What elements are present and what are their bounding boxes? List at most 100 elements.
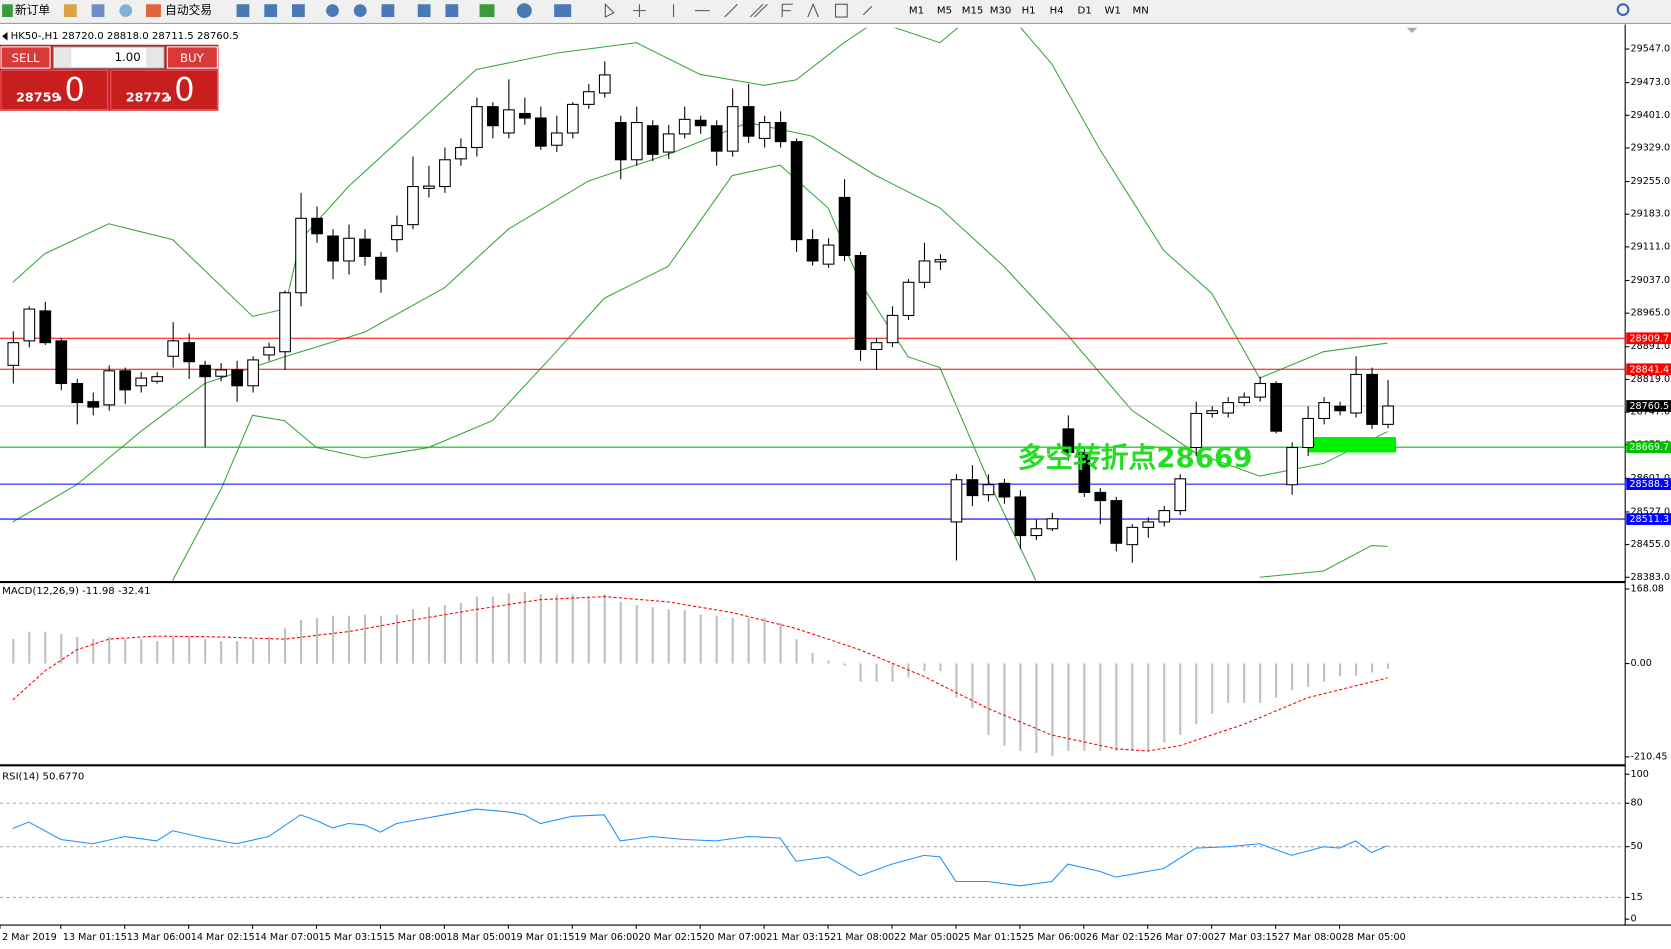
level-tag — [1626, 513, 1671, 525]
level-tag — [1626, 400, 1671, 412]
icon[interactable] — [417, 4, 431, 18]
y-tick-label: 0 — [1631, 914, 1637, 925]
timeframe[interactable]: M5 — [937, 6, 952, 17]
candle-body — [39, 310, 52, 344]
candle-body — [71, 382, 84, 404]
icon[interactable] — [91, 4, 105, 18]
lots-input[interactable] — [52, 46, 165, 69]
candle-body — [982, 484, 995, 496]
candle-body — [678, 118, 691, 135]
arrow-tool[interactable] — [862, 6, 873, 16]
y-tick-label: 29473.0 — [1631, 77, 1671, 88]
header-arrow — [2, 31, 8, 41]
label-tool[interactable] — [834, 3, 848, 18]
annotation: 多空转折点28669 — [1018, 441, 1253, 474]
timeframe[interactable]: M1 — [909, 6, 924, 17]
crosshair-tool[interactable] — [633, 4, 646, 18]
candle-body — [471, 106, 483, 149]
candle-body — [1014, 496, 1027, 537]
sell-button[interactable] — [0, 46, 51, 69]
y-tick-label: 28819.0 — [1631, 374, 1671, 385]
y-tick-label: 29329.0 — [1631, 142, 1671, 153]
x-tick-label: 20 Mar 02:15 — [638, 932, 702, 943]
band-upper — [12, 27, 1388, 379]
fibo-tool[interactable] — [781, 3, 793, 18]
icon[interactable] — [291, 4, 305, 18]
candle-body — [630, 122, 643, 161]
timeframe[interactable]: MN — [1133, 6, 1149, 17]
candle-body — [918, 260, 931, 283]
candle-body — [423, 185, 435, 189]
timeframe[interactable]: D1 — [1078, 6, 1092, 17]
timeframe[interactable]: H4 — [1050, 6, 1064, 17]
icon[interactable] — [554, 4, 572, 18]
candle-body — [1126, 526, 1139, 546]
candle-body — [822, 244, 835, 265]
icon[interactable] — [63, 4, 77, 18]
buy-price-box[interactable] — [110, 69, 218, 111]
new-order[interactable]: 新订单 — [15, 3, 50, 17]
trade-panel: SELL 1.00 BUY 28759 .0 28772 .0 — [0, 44, 219, 111]
candle-body — [902, 281, 915, 316]
timeframe[interactable]: W1 — [1104, 6, 1120, 17]
timeframe[interactable]: H1 — [1022, 6, 1036, 17]
buy-price: 28772 — [126, 90, 170, 105]
level-tag — [1626, 332, 1671, 345]
level-tag-label: 28841.4 — [1629, 364, 1669, 375]
rsi-title: RSI(14) 50.6770 — [2, 771, 84, 782]
shift-marker — [1406, 27, 1418, 34]
candle-body — [838, 196, 851, 257]
icon[interactable] — [326, 4, 339, 18]
level-tag — [1626, 441, 1671, 454]
y-tick-label: 28527.0 — [1631, 506, 1671, 517]
lots-down[interactable] — [54, 47, 72, 68]
candle-body — [359, 238, 371, 257]
y-tick-label: 28891.0 — [1631, 341, 1671, 352]
search[interactable] — [1616, 3, 1630, 16]
icon[interactable] — [264, 4, 278, 18]
candle-body — [23, 308, 36, 342]
sell-label[interactable]: SELL — [12, 51, 40, 65]
rsi-line — [12, 808, 1388, 887]
candle-body — [1334, 405, 1346, 412]
channel-tool[interactable] — [749, 3, 768, 18]
candle-body — [1366, 373, 1378, 425]
text-tool[interactable] — [807, 2, 819, 18]
new-order-icon[interactable] — [2, 4, 13, 18]
y-tick-label: -210.45 — [1631, 751, 1668, 762]
candle-body — [1382, 405, 1394, 425]
candle-body — [311, 217, 323, 235]
icon[interactable] — [119, 4, 133, 18]
candle-body — [758, 122, 771, 139]
candle-body — [199, 364, 212, 378]
sell-price-box[interactable] — [0, 69, 109, 111]
x-tick-label: 21 Mar 03:15 — [766, 932, 830, 943]
y-tick-label: 29037.0 — [1631, 275, 1671, 286]
icon[interactable] — [479, 4, 495, 18]
auto-trading[interactable]: 自动交易 — [165, 3, 212, 17]
timeframe[interactable]: M15 — [962, 6, 984, 17]
candle-body — [487, 106, 499, 127]
icon[interactable] — [353, 4, 367, 18]
y-tick-label: 29401.0 — [1631, 110, 1671, 121]
icon[interactable] — [236, 4, 250, 18]
candle-body — [1110, 500, 1123, 544]
lots-up[interactable] — [145, 47, 164, 68]
buy-label[interactable]: BUY — [180, 51, 205, 65]
icon[interactable] — [381, 4, 395, 18]
candle-body — [247, 359, 259, 387]
icon[interactable] — [445, 4, 459, 18]
candle-body — [167, 340, 180, 357]
candle-body — [135, 377, 148, 387]
candle-body — [263, 346, 275, 356]
lots[interactable]: 1.00 — [115, 50, 141, 64]
icon[interactable] — [516, 3, 532, 19]
candle-body — [1302, 417, 1314, 449]
timeframe[interactable]: M30 — [990, 6, 1012, 17]
trendline-tool[interactable] — [724, 3, 738, 18]
cursor-tool[interactable] — [604, 2, 615, 18]
y-tick-label: 28455.0 — [1631, 539, 1671, 550]
buy-button[interactable] — [166, 46, 218, 69]
auto-trading-icon[interactable] — [145, 4, 161, 18]
candle-body — [119, 370, 132, 391]
